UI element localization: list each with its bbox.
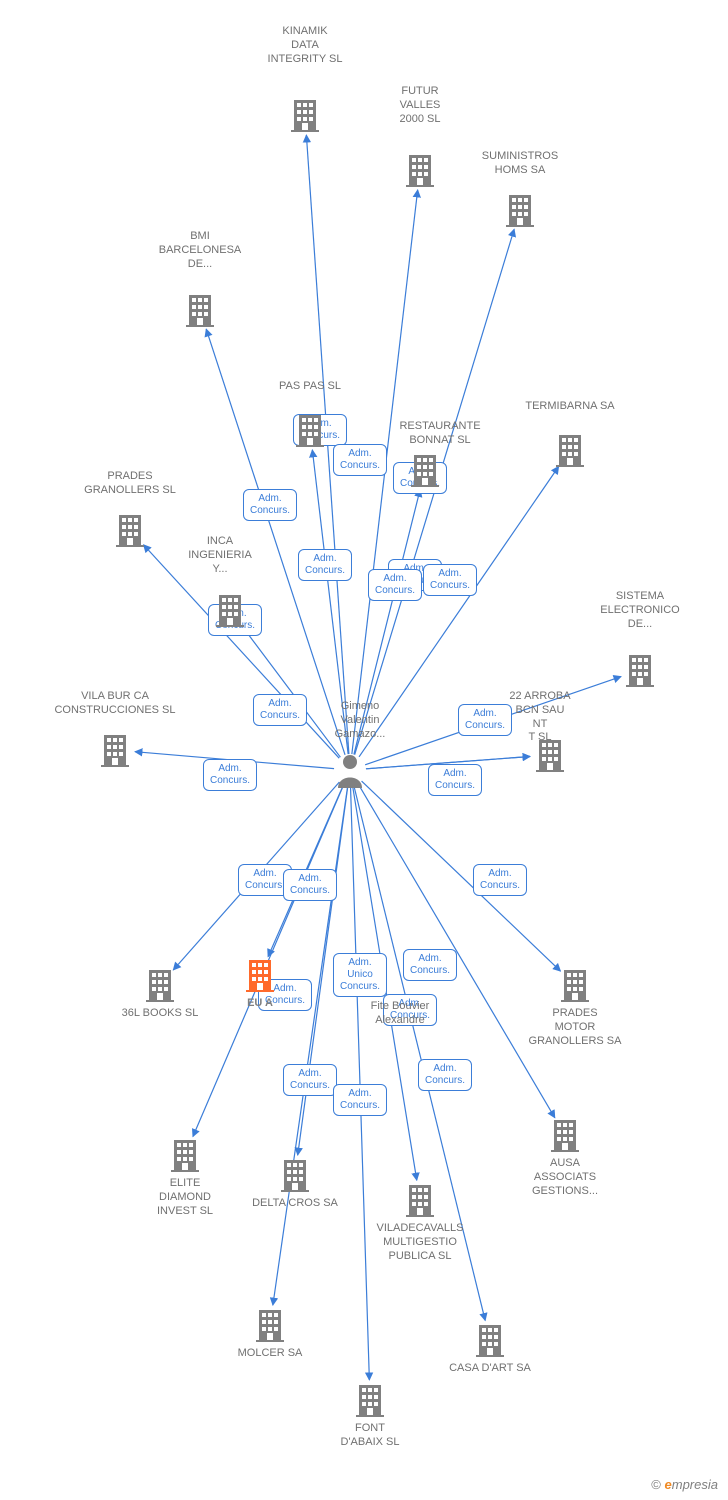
edge-role-label: Adm. Unico Concurs. bbox=[333, 953, 387, 997]
edge-role-label: Adm. Concurs. bbox=[298, 549, 352, 581]
company-node[interactable] bbox=[116, 513, 144, 547]
brand-rest: mpresia bbox=[672, 1477, 718, 1492]
node-label: PAS PAS SL bbox=[279, 380, 341, 394]
node-label: 36L BOOKS SL bbox=[122, 1007, 199, 1021]
copyright-symbol: © bbox=[651, 1477, 661, 1492]
node-label: ELITE DIAMOND INVEST SL bbox=[157, 1177, 213, 1218]
edge-role-label: Adm. Concurs. bbox=[253, 694, 307, 726]
node-label: TERMIBARNA SA bbox=[525, 400, 614, 414]
company-node[interactable] bbox=[186, 293, 214, 327]
node-label: VILADECAVALLS MULTIGESTIO PUBLICA SL bbox=[376, 1222, 463, 1263]
company-node[interactable] bbox=[281, 1158, 309, 1192]
company-node[interactable] bbox=[561, 968, 589, 1002]
company-node[interactable] bbox=[171, 1138, 199, 1172]
edge-role-label: Adm. Concurs. bbox=[203, 759, 257, 791]
node-label: RESTAURANTE BONNAT SL bbox=[399, 420, 480, 448]
node-label: MOLCER SA bbox=[238, 1347, 303, 1361]
company-node[interactable] bbox=[556, 433, 584, 467]
company-node[interactable] bbox=[146, 968, 174, 1002]
company-node[interactable] bbox=[356, 1383, 384, 1417]
edge-role-label: Adm. Concurs. bbox=[243, 489, 297, 521]
node-label: 22 ARROBA BCN SAU NT T SL bbox=[509, 690, 570, 745]
company-node[interactable] bbox=[216, 593, 244, 627]
company-node[interactable] bbox=[406, 1183, 434, 1217]
edge-role-label: Adm. Concurs. bbox=[428, 764, 482, 796]
edge-role-label: Adm. Concurs. bbox=[333, 444, 387, 476]
edge-role-label: Adm. Concurs. bbox=[283, 869, 337, 901]
brand-first-letter: e bbox=[665, 1477, 672, 1492]
node-label: INCA INGENIERIA Y... bbox=[188, 535, 252, 576]
company-node[interactable] bbox=[291, 98, 319, 132]
node-label: Fite Bouvier Alexandre bbox=[371, 1000, 430, 1028]
edge-role-label: Adm. Concurs. bbox=[368, 569, 422, 601]
node-label: DELTA CROS SA bbox=[252, 1197, 338, 1211]
edge-role-label: Adm. Concurs. bbox=[473, 864, 527, 896]
company-node[interactable] bbox=[506, 193, 534, 227]
person-node[interactable] bbox=[335, 752, 365, 788]
company-node[interactable] bbox=[626, 653, 654, 687]
node-label: PRADES MOTOR GRANOLLERS SA bbox=[529, 1007, 622, 1048]
node-label: SISTEMA ELECTRONICO DE... bbox=[600, 590, 679, 631]
company-node[interactable] bbox=[406, 153, 434, 187]
node-label: SUMINISTROS HOMS SA bbox=[482, 150, 558, 178]
company-node[interactable] bbox=[296, 413, 324, 447]
edge-role-label: Adm. Concurs. bbox=[283, 1064, 337, 1096]
node-label: KINAMIK DATA INTEGRITY SL bbox=[268, 25, 343, 66]
company-node[interactable] bbox=[256, 1308, 284, 1342]
company-node[interactable] bbox=[411, 453, 439, 487]
node-label: VILA BUR CA CONSTRUCCIONES SL bbox=[54, 690, 175, 718]
edge-role-label: Adm. Concurs. bbox=[423, 564, 477, 596]
edge-role-label: Adm. Concurs. bbox=[418, 1059, 472, 1091]
edge-role-label: Adm. Concurs. bbox=[403, 949, 457, 981]
company-node[interactable] bbox=[551, 1118, 579, 1152]
node-label: AUSA ASSOCIATS GESTIONS... bbox=[532, 1157, 598, 1198]
node-label: PRADES GRANOLLERS SL bbox=[84, 470, 176, 498]
node-label: FONT D'ABAIX SL bbox=[341, 1422, 400, 1450]
company-node[interactable] bbox=[246, 958, 274, 992]
watermark: © empresia bbox=[651, 1477, 718, 1492]
node-label: FUTUR VALLES 2000 SL bbox=[400, 85, 441, 126]
company-node[interactable] bbox=[101, 733, 129, 767]
edge-role-label: Adm. Concurs. bbox=[458, 704, 512, 736]
node-label: EU A bbox=[247, 997, 273, 1011]
node-label: BMI BARCELONESA DE... bbox=[159, 230, 242, 271]
node-label: Gimeno Valentin Gamazo... bbox=[335, 700, 386, 741]
company-node[interactable] bbox=[476, 1323, 504, 1357]
node-label: CASA D'ART SA bbox=[449, 1362, 531, 1376]
edge-role-label: Adm. Concurs. bbox=[333, 1084, 387, 1116]
